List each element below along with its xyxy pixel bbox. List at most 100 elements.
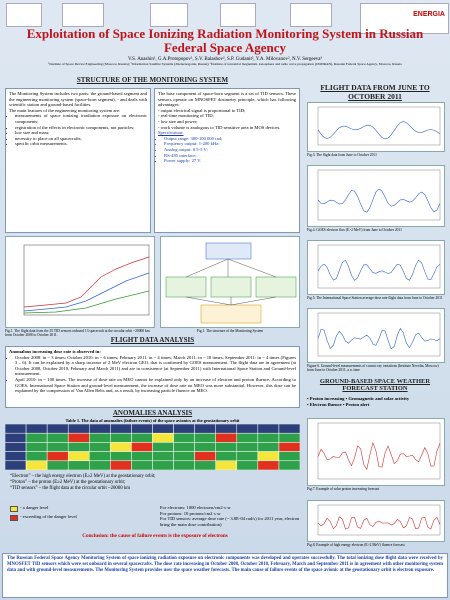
table-cell xyxy=(215,424,238,434)
paragraph: - output electrical signal is proportion… xyxy=(158,107,246,113)
curve xyxy=(23,290,150,314)
list-item: registration of the effects in electroni… xyxy=(15,125,147,131)
section-heading: ANOMALIES ANALYSIS xyxy=(112,409,193,417)
legend-swatch xyxy=(10,515,18,521)
table-cell xyxy=(215,451,238,462)
paragraph: - work volume is analogous to TID sensit… xyxy=(158,124,281,130)
figure xyxy=(307,500,445,542)
affiliations: ¹Institute of Space Device Engineering (… xyxy=(48,62,402,66)
caption: Fig.1. The flight data from the 25 TID s… xyxy=(5,329,150,338)
definitions: “Electron” – the high energy electron (E… xyxy=(10,474,295,492)
table-cell xyxy=(131,451,153,462)
curve xyxy=(317,259,441,281)
table-cell xyxy=(5,442,27,452)
table-cell xyxy=(110,432,132,443)
list-item: specific orbit measurements. xyxy=(15,141,147,147)
table-cell xyxy=(236,424,259,434)
plot-frame xyxy=(317,106,441,146)
figure xyxy=(307,102,445,152)
table-cell xyxy=(194,424,216,434)
definition: “Electron” – the high energy electron (E… xyxy=(10,474,156,479)
definition: “TID sensors” – the flight data at the c… xyxy=(10,485,130,491)
table-cell xyxy=(215,460,238,470)
caption: Fig.1. The structure of the Monitoring S… xyxy=(196,329,264,333)
block xyxy=(210,276,252,298)
table-cell xyxy=(215,442,238,452)
list-item: measurements of space ionizing irradiati… xyxy=(15,113,147,124)
caption: Fig.3. The flight data from June to Octo… xyxy=(307,153,377,157)
table-cell xyxy=(152,442,174,452)
section-heading: FLIGHT DATA FROM JUNE TO OCTOBER 2011 xyxy=(320,83,430,101)
caption: Fig.5. The International Space Station a… xyxy=(307,296,443,300)
table-cell xyxy=(110,442,132,452)
table-cell xyxy=(257,460,280,470)
table-cell xyxy=(110,451,132,462)
table-cell xyxy=(194,460,216,470)
table-cell xyxy=(173,424,195,434)
list-item: Power supply: 27 V. xyxy=(164,158,296,164)
list-item: Frequency output: 1-200 kHz; xyxy=(164,141,296,147)
conclusion: Conclusion: the cause of failure events … xyxy=(82,533,228,539)
list-item: RS-485 interface; xyxy=(164,153,296,159)
table-cell xyxy=(131,432,153,443)
table-cell xyxy=(46,460,69,470)
table-cell xyxy=(46,442,69,452)
bullet-text: Electron fluence xyxy=(309,401,342,407)
legend-label: - exceeding of the danger level xyxy=(20,514,77,519)
curve xyxy=(317,121,441,140)
plot-frame xyxy=(317,504,441,536)
curve xyxy=(23,256,150,308)
spec-title: Specification: xyxy=(158,130,184,136)
plot-frame xyxy=(317,244,441,289)
table-cell xyxy=(89,424,111,434)
list-item: April 2010: in ~ 100 times. The increase… xyxy=(15,377,296,394)
plot-frame xyxy=(317,422,441,480)
level: For electrons: 1000 electrons/cm2·s·sr xyxy=(160,505,231,510)
table-cell xyxy=(152,424,174,434)
table-cell xyxy=(67,424,90,434)
paragraph: The base component of space-born segment… xyxy=(158,91,296,108)
table-cell xyxy=(257,442,280,452)
paragraph: The Monitoring System includes two parts… xyxy=(9,91,147,108)
table-cell xyxy=(46,424,69,434)
text-box: Anomalous increasing dose rate is observ… xyxy=(5,346,300,408)
table-cell xyxy=(278,442,300,452)
table-cell xyxy=(236,432,259,443)
figure xyxy=(307,308,445,363)
section-heading: FLIGHT DATA ANALYSIS xyxy=(110,336,195,344)
level: For protons: 10 protons/cm2·s·sr xyxy=(160,510,221,516)
table-caption: Table 1. The data of anomalies (failure … xyxy=(65,418,240,423)
list-item: Analog output: 0.5-5 V; xyxy=(164,147,296,153)
table-cell xyxy=(5,451,27,462)
plot-frame xyxy=(317,169,441,221)
list: October 2008: in ~ 3 times; October 2010… xyxy=(9,355,296,394)
figure xyxy=(160,236,300,328)
table-cell xyxy=(25,460,48,470)
table-cell xyxy=(89,432,111,443)
table-cell xyxy=(67,460,90,470)
table-cell xyxy=(110,460,132,470)
table-cell xyxy=(278,424,300,434)
table-cell xyxy=(46,451,69,462)
table-cell xyxy=(236,442,259,452)
table-cell xyxy=(110,424,132,434)
table-cell xyxy=(25,424,48,434)
table-cell xyxy=(131,424,153,434)
levels: For electrons: 1000 electrons/cm2·s·sr F… xyxy=(160,505,300,527)
table-cell xyxy=(89,460,111,470)
curve xyxy=(317,441,441,471)
block xyxy=(165,276,207,298)
block xyxy=(200,304,262,324)
list-item: low size and mass; xyxy=(15,130,147,136)
text-box: The Monitoring System includes two parts… xyxy=(5,88,151,233)
table-cell xyxy=(173,460,195,470)
table-cell xyxy=(131,460,153,470)
paragraph: The main features of the engineering mon… xyxy=(9,107,121,113)
logo xyxy=(6,3,42,27)
table-cell xyxy=(152,432,174,443)
table-cell xyxy=(215,432,238,443)
table-cell xyxy=(25,442,48,452)
table-cell xyxy=(194,442,216,452)
summary: The Russian Federal Space Agency Monitor… xyxy=(2,553,448,598)
